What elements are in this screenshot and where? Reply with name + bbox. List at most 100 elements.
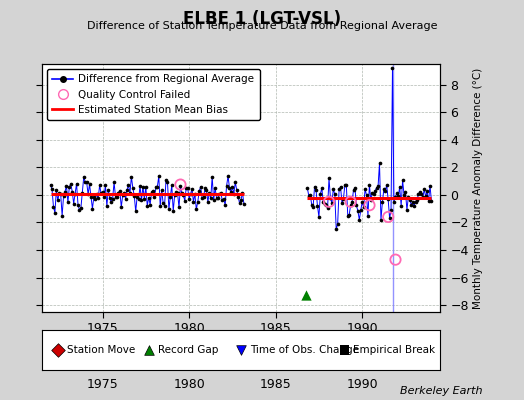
- Point: [198, 195, 206, 201]
- Point: [122, 196, 130, 202]
- Point: [325, 175, 333, 182]
- Point: [362, 192, 370, 198]
- Point: [375, 160, 384, 166]
- Point: [139, 184, 147, 190]
- Text: Empirical Break: Empirical Break: [353, 345, 435, 355]
- Point: [316, 191, 324, 198]
- Point: [339, 196, 347, 202]
- Point: [72, 180, 81, 187]
- Point: [189, 198, 198, 205]
- Point: [401, 189, 410, 195]
- Point: [420, 186, 429, 193]
- Point: [49, 203, 58, 210]
- Point: [166, 193, 174, 200]
- Point: [47, 182, 55, 188]
- Point: [206, 195, 215, 202]
- Point: [342, 182, 351, 188]
- Point: [365, 182, 374, 188]
- Point: [221, 202, 230, 208]
- Point: [341, 347, 349, 353]
- Point: [53, 197, 62, 204]
- Point: [156, 203, 165, 210]
- Point: [403, 207, 411, 213]
- Point: [228, 184, 236, 190]
- Point: [212, 194, 221, 201]
- Point: [170, 192, 179, 198]
- Point: [240, 201, 248, 207]
- Text: 1980: 1980: [173, 378, 205, 391]
- Point: [419, 194, 427, 200]
- Point: [158, 187, 166, 193]
- Point: [93, 191, 101, 197]
- Point: [150, 193, 159, 200]
- Point: [374, 183, 382, 190]
- Point: [160, 203, 169, 209]
- Point: [361, 186, 369, 192]
- Point: [304, 193, 313, 199]
- Point: [302, 292, 310, 299]
- Point: [331, 191, 339, 198]
- Point: [80, 174, 88, 180]
- Point: [90, 194, 98, 200]
- Text: 1985: 1985: [260, 378, 291, 391]
- Point: [155, 173, 163, 179]
- Point: [377, 217, 385, 223]
- Point: [149, 188, 157, 194]
- Point: [391, 194, 400, 200]
- Point: [165, 206, 173, 212]
- Text: Station Move: Station Move: [67, 345, 135, 355]
- Point: [373, 184, 381, 191]
- Point: [71, 191, 79, 197]
- Text: Record Gap: Record Gap: [158, 345, 219, 355]
- Point: [199, 194, 208, 200]
- Point: [175, 204, 183, 210]
- Point: [108, 195, 117, 202]
- Point: [85, 181, 94, 188]
- Point: [222, 182, 231, 189]
- Point: [78, 190, 86, 196]
- Point: [345, 212, 353, 218]
- Point: [427, 198, 435, 204]
- Point: [230, 190, 238, 197]
- Point: [406, 196, 414, 203]
- Point: [235, 200, 244, 207]
- Point: [153, 184, 161, 190]
- Point: [210, 197, 218, 204]
- Point: [224, 173, 232, 180]
- Point: [127, 174, 136, 180]
- Point: [417, 190, 425, 197]
- Text: Difference of Station Temperature Data from Regional Average: Difference of Station Temperature Data f…: [87, 21, 437, 31]
- Point: [369, 191, 378, 197]
- Point: [162, 177, 170, 183]
- Point: [303, 185, 312, 191]
- Point: [192, 206, 201, 212]
- Point: [176, 181, 184, 188]
- Point: [143, 202, 151, 209]
- Point: [183, 185, 192, 191]
- Point: [107, 199, 115, 205]
- Point: [53, 347, 62, 353]
- Point: [100, 194, 108, 201]
- Point: [237, 196, 245, 203]
- Point: [368, 190, 376, 196]
- Point: [216, 190, 225, 196]
- Point: [179, 192, 188, 198]
- Point: [104, 187, 113, 193]
- Point: [84, 191, 92, 197]
- Point: [338, 200, 346, 206]
- Point: [124, 182, 133, 188]
- Point: [211, 185, 219, 191]
- Point: [202, 186, 211, 193]
- Point: [423, 188, 431, 195]
- Point: [68, 188, 77, 195]
- Point: [383, 182, 391, 189]
- Point: [356, 207, 365, 214]
- Point: [329, 186, 337, 192]
- Point: [381, 187, 389, 194]
- Point: [95, 182, 104, 188]
- Point: [310, 184, 319, 190]
- Point: [322, 201, 330, 208]
- Point: [404, 194, 412, 200]
- Point: [348, 198, 356, 205]
- Point: [128, 185, 137, 191]
